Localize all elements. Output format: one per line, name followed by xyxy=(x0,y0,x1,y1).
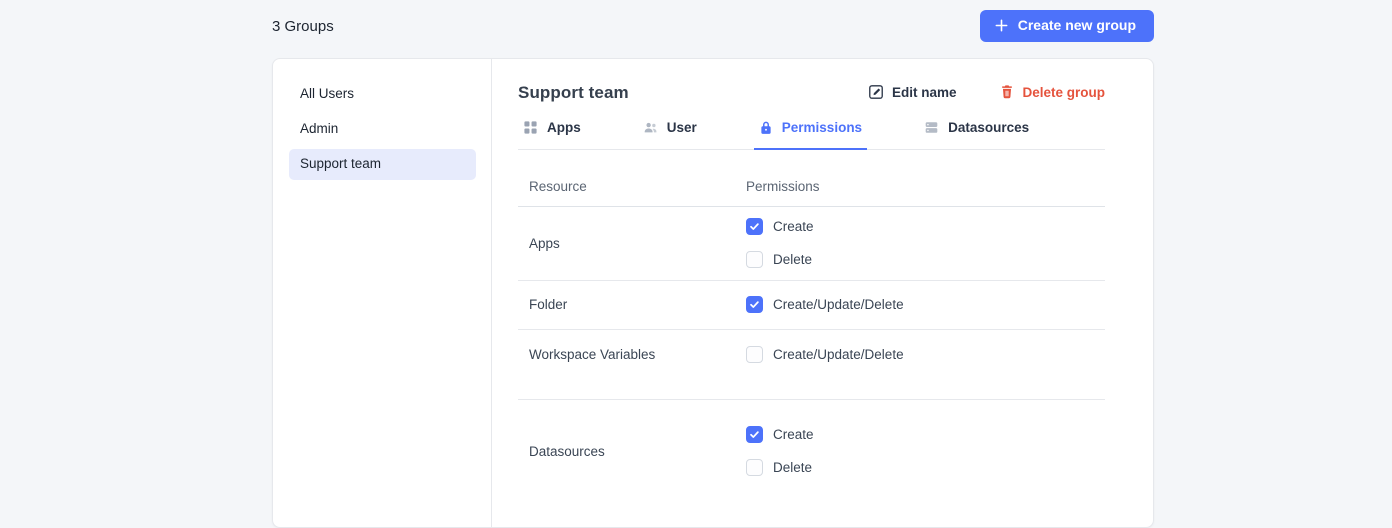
permission-row-apps: Apps Create Delete xyxy=(518,207,1105,281)
top-bar: 3 Groups Create new group xyxy=(272,8,1154,44)
resource-label: Folder xyxy=(529,297,568,312)
permissions-table: Resource Permissions Apps Create Delete Fol… xyxy=(518,166,1105,492)
groups-count-label: 3 Groups xyxy=(272,17,334,35)
users-icon xyxy=(643,120,658,135)
checkbox-datasources-delete[interactable] xyxy=(746,459,763,476)
delete-group-button[interactable]: Delete group xyxy=(1000,84,1105,102)
trash-icon xyxy=(1000,84,1014,102)
tab-apps[interactable]: Apps xyxy=(518,120,586,150)
tab-label: User xyxy=(666,119,697,135)
delete-group-label: Delete group xyxy=(1022,85,1105,101)
permission-options: Create Delete xyxy=(746,426,1105,476)
checkbox-workspace-variables-create-update-delete[interactable] xyxy=(746,346,763,363)
tab-label: Datasources xyxy=(948,119,1030,135)
group-detail-panel: Support team Edit name Delete group Apps… xyxy=(492,59,1153,527)
column-header-permissions: Permissions xyxy=(746,179,820,194)
header-actions: Edit name Delete group xyxy=(868,84,1105,103)
checkbox-datasources-create[interactable] xyxy=(746,426,763,443)
checkbox-apps-delete[interactable] xyxy=(746,251,763,268)
database-icon xyxy=(924,120,939,135)
edit-name-button[interactable]: Edit name xyxy=(868,84,957,103)
tab-label: Permissions xyxy=(781,119,863,135)
tab-datasources[interactable]: Datasources xyxy=(919,120,1034,150)
sidebar-item-all-users[interactable]: All Users xyxy=(300,86,355,101)
permission-row-folder: Folder Create/Update/Delete xyxy=(518,281,1105,330)
tab-bar: Apps User Permissions Datasources xyxy=(518,120,1105,150)
column-header-resource: Resource xyxy=(529,179,587,194)
permission-options: Create Delete xyxy=(746,218,1105,268)
tab-label: Apps xyxy=(547,119,581,135)
plus-icon xyxy=(994,18,1009,33)
permission-option-datasources-delete: Delete xyxy=(746,459,1105,476)
sidebar-item-support-team[interactable]: Support team xyxy=(289,149,476,180)
checkbox-label: Delete xyxy=(773,460,813,475)
checkbox-label: Create/Update/Delete xyxy=(773,297,904,312)
permission-row-datasources: Datasources Create Delete xyxy=(518,400,1105,492)
edit-pencil-icon xyxy=(868,84,884,103)
checkbox-apps-create[interactable] xyxy=(746,218,763,235)
edit-name-label: Edit name xyxy=(891,85,957,101)
resource-label: Datasources xyxy=(529,443,605,459)
permission-option-workspace-variables-create-update-delete: Create/Update/Delete xyxy=(746,346,1105,363)
permission-option-apps-create: Create xyxy=(746,218,1105,235)
create-new-group-button[interactable]: Create new group xyxy=(979,10,1154,42)
permissions-table-header: Resource Permissions xyxy=(518,166,1105,207)
grid-icon xyxy=(523,120,538,135)
tab-user[interactable]: User xyxy=(638,120,702,150)
permission-options: Create/Update/Delete xyxy=(746,296,1105,313)
resource-label: Workspace Variables xyxy=(529,347,656,362)
permission-row-workspace-variables: Workspace Variables Create/Update/Delete xyxy=(518,330,1105,400)
permission-option-apps-delete: Delete xyxy=(746,251,1105,268)
group-list: All Users Admin Support team xyxy=(273,59,492,527)
resource-label: Apps xyxy=(529,235,560,251)
permission-option-datasources-create: Create xyxy=(746,426,1105,443)
group-title: Support team xyxy=(518,83,629,102)
checkbox-folder-create-update-delete[interactable] xyxy=(746,296,763,313)
permissions-table-body: Apps Create Delete Folder Create/Update/Dele… xyxy=(518,207,1105,492)
permission-option-folder-create-update-delete: Create/Update/Delete xyxy=(746,296,1105,313)
create-new-group-label: Create new group xyxy=(1017,17,1136,34)
panel-header: Support team Edit name Delete group xyxy=(518,83,1105,103)
sidebar-item-admin[interactable]: Admin xyxy=(300,121,339,137)
permission-options: Create/Update/Delete xyxy=(746,346,1105,363)
checkbox-label: Create/Update/Delete xyxy=(773,347,904,362)
lock-icon xyxy=(759,120,773,135)
groups-panel: All Users Admin Support team Support team … xyxy=(272,58,1154,528)
checkbox-label: Create xyxy=(773,219,814,234)
checkbox-label: Delete xyxy=(773,252,813,267)
checkbox-label: Create xyxy=(773,427,814,442)
tab-permissions[interactable]: Permissions xyxy=(753,119,868,150)
